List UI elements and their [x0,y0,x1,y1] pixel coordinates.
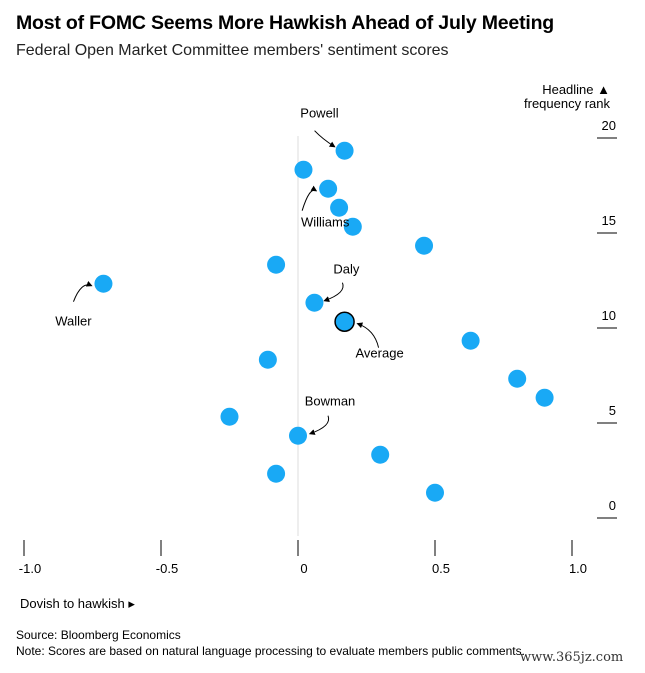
data-point [305,293,324,312]
chart-title: Most of FOMC Seems More Hawkish Ahead of… [16,12,555,34]
annotation-label: Powell [300,106,338,121]
data-point [371,445,390,464]
x-tick-label: -0.5 [156,561,178,576]
y-tick-label: 0 [609,498,616,513]
data-point [294,160,313,179]
data-point [220,407,239,426]
annotation-arrow [356,322,380,348]
annotation-label: Average [355,346,403,361]
annotation-label: Daly [333,262,360,277]
chart-subtitle: Federal Open Market Committee members' s… [16,42,449,59]
annotation-label: Waller [55,314,92,329]
data-point [289,426,307,445]
x-tick-label: 0.5 [432,561,450,576]
annotation-arrow [301,185,318,211]
y-tick-label: 15 [602,213,616,228]
data-point [343,217,362,236]
annotation-label: Williams [301,215,350,230]
data-point [535,388,554,407]
y-tick-label: 20 [602,118,616,133]
data-point [415,236,434,255]
x-tick-label: 0 [300,561,307,576]
y-tick-label: 10 [602,308,616,323]
watermark: www.365jz.com [520,650,624,665]
annotation-arrow [314,130,336,148]
footnote: Note: Scores are based on natural langua… [16,644,525,658]
data-point [461,331,480,350]
x-tick-label: -1.0 [19,561,41,576]
data-point [319,179,338,198]
data-point [426,483,444,502]
average-point [334,311,355,332]
annotation-arrow [308,415,330,435]
data-point [267,255,286,274]
x-axis-direction-label: Dovish to hawkish ▸ [20,596,135,611]
data-point [330,198,349,217]
data-point [508,369,527,388]
data-point [258,350,277,369]
data-point [94,274,113,293]
annotation-arrow [323,282,344,302]
data-point [335,141,354,160]
x-tick-label: 1.0 [569,561,587,576]
y-tick-label: 5 [609,403,616,418]
annotation-arrow [72,281,93,302]
data-point [267,464,286,483]
y-axis-title: frequency rank [524,96,610,111]
annotation-label: Bowman [305,394,356,409]
source-note: Source: Bloomberg Economics [16,628,181,642]
y-axis-title: Headline ▲ [542,82,610,97]
